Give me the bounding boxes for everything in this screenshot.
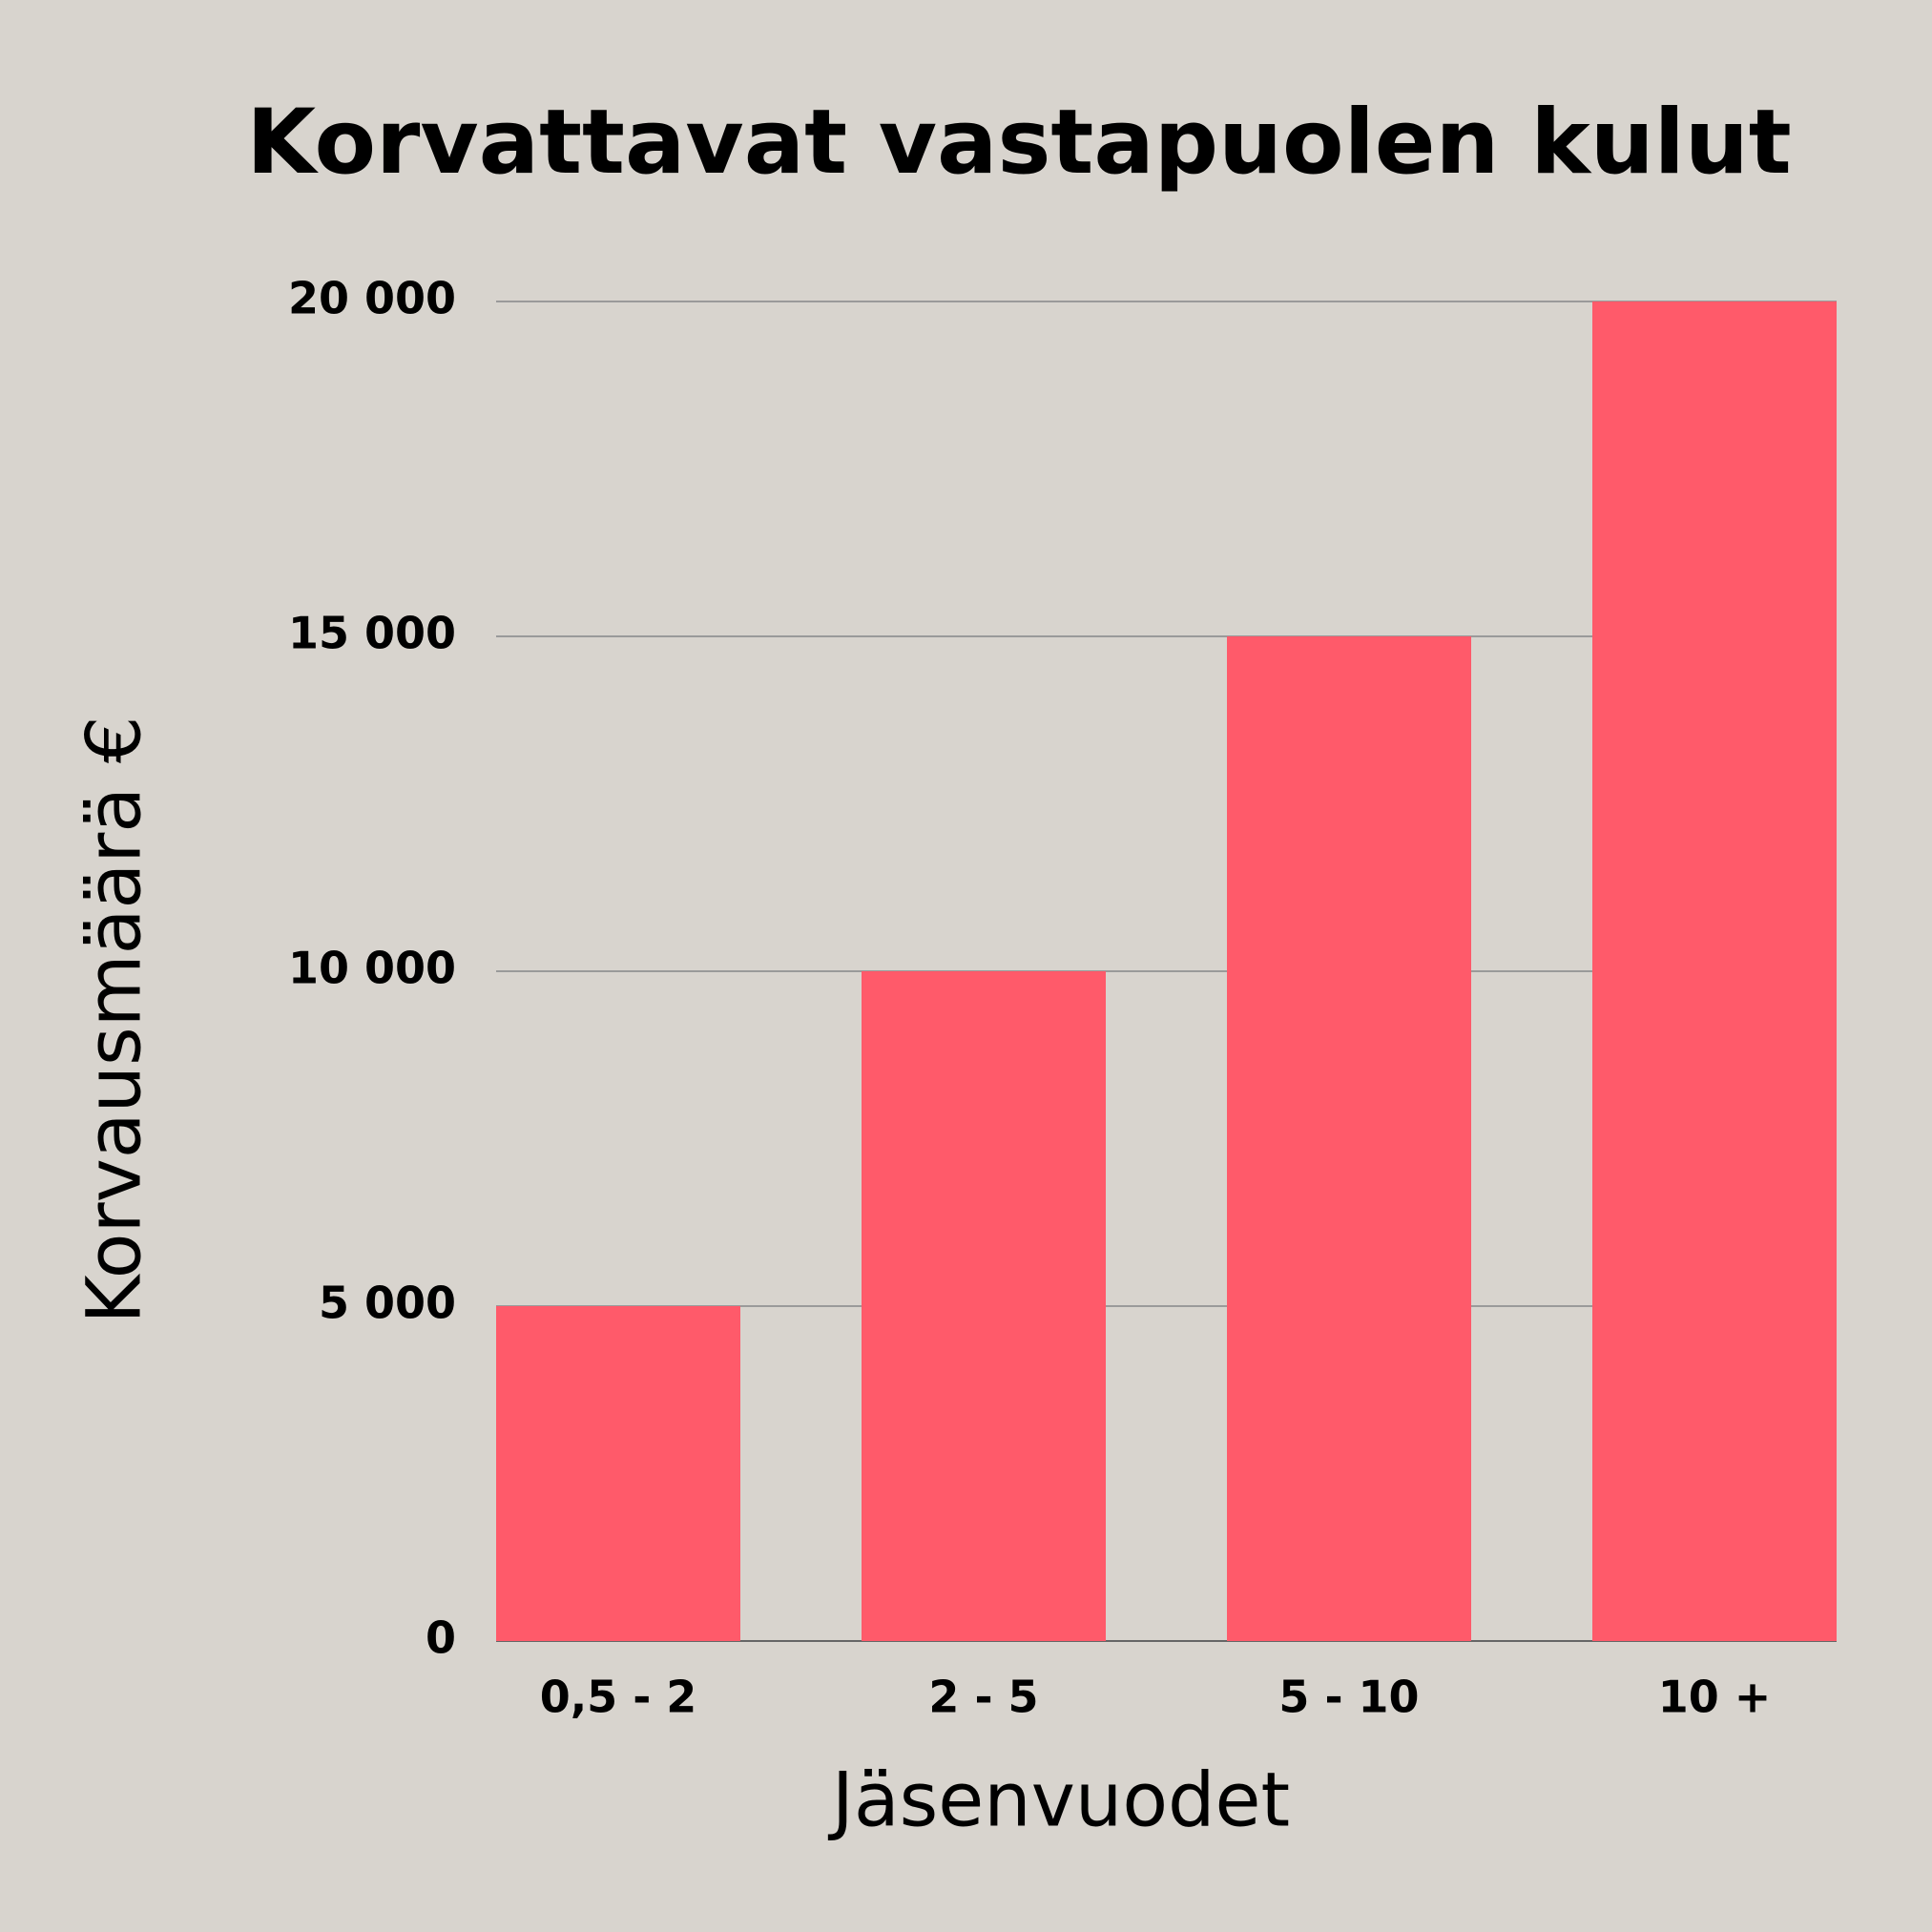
y-tick-label: 10 000 — [288, 943, 456, 994]
x-axis-label: Jäsenvuodet — [827, 1757, 1290, 1843]
bar — [496, 1306, 740, 1641]
y-tick-label: 15 000 — [288, 608, 456, 659]
y-axis-label: Korvausmäärä € — [72, 717, 157, 1324]
bar — [1227, 636, 1471, 1641]
x-tick-label: 5 - 10 — [1278, 1672, 1419, 1723]
x-tick-label: 0,5 - 2 — [540, 1672, 697, 1723]
x-tick-label: 10 + — [1658, 1672, 1772, 1723]
bar — [862, 971, 1106, 1641]
bar — [1592, 301, 1837, 1641]
y-tick-label: 20 000 — [288, 273, 456, 324]
chart-title: Korvattavat vastapuolen kulut — [246, 91, 1791, 195]
x-tick-label: 2 - 5 — [928, 1672, 1038, 1723]
y-tick-label: 0 — [426, 1612, 456, 1664]
y-tick-label: 5 000 — [319, 1278, 456, 1329]
